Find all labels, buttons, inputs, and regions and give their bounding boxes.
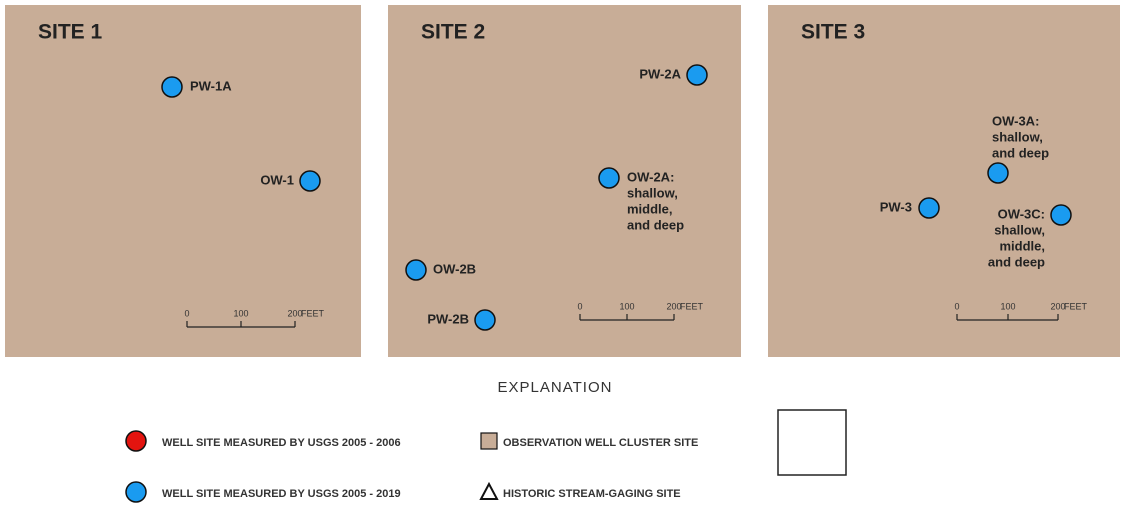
legend-triangle xyxy=(479,481,499,500)
scale-label: 200 xyxy=(666,301,681,311)
well-marker xyxy=(405,259,427,281)
site-panel xyxy=(768,5,1120,357)
legend-tan-square xyxy=(480,432,498,450)
legend-label: WELL SITE MEASURED BY USGS 2005 - 2006 xyxy=(162,437,401,449)
legend-label: HISTORIC STREAM-GAGING SITE xyxy=(503,488,681,500)
well-marker xyxy=(686,64,708,86)
well-label: and deep xyxy=(988,254,1045,269)
well-label: and deep xyxy=(992,145,1049,160)
scale-unit: FEET xyxy=(1064,301,1088,311)
legend-blue-dot xyxy=(125,481,147,503)
well-label: shallow, xyxy=(994,222,1045,237)
well-marker xyxy=(598,167,620,189)
legend-label: WELL SITE MEASURED BY USGS 2005 - 2019 xyxy=(162,488,401,500)
well-label: OW-3C: xyxy=(998,206,1045,221)
scale-label: 200 xyxy=(1050,301,1065,311)
well-label: PW-3 xyxy=(880,199,912,214)
well-marker xyxy=(299,170,321,192)
well-marker xyxy=(474,309,496,331)
scale-label: 0 xyxy=(954,301,959,311)
well-label: middle, xyxy=(627,201,673,216)
well-label: OW-2B xyxy=(433,261,476,276)
well-marker xyxy=(161,76,183,98)
well-label: shallow, xyxy=(627,185,678,200)
site-title: SITE 3 xyxy=(801,21,865,44)
scale-unit: FEET xyxy=(680,301,704,311)
scale-label: 100 xyxy=(1000,301,1015,311)
well-label: and deep xyxy=(627,217,684,232)
well-label: middle, xyxy=(999,238,1045,253)
site-title: SITE 1 xyxy=(38,21,103,44)
well-label: OW-2A: xyxy=(627,169,674,184)
site-title: SITE 2 xyxy=(421,21,485,44)
well-marker xyxy=(918,197,940,219)
scale-label: 100 xyxy=(619,301,634,311)
empty-box xyxy=(777,409,847,476)
legend-label: OBSERVATION WELL CLUSTER SITE xyxy=(503,437,698,449)
well-label: OW-1 xyxy=(260,172,294,187)
well-marker xyxy=(987,162,1009,184)
scale-label: 0 xyxy=(184,308,189,318)
legend-red-dot xyxy=(125,430,147,452)
well-label: OW-3A: xyxy=(992,113,1039,128)
scale-unit: FEET xyxy=(301,308,325,318)
scale-label: 0 xyxy=(577,301,582,311)
well-label: PW-2B xyxy=(427,311,469,326)
explanation-title: EXPLANATION xyxy=(498,379,613,396)
well-label: PW-1A xyxy=(190,78,232,93)
well-marker xyxy=(1050,204,1072,226)
well-label: PW-2A xyxy=(639,66,681,81)
site-panel xyxy=(388,5,741,357)
scale-label: 200 xyxy=(287,308,302,318)
scale-label: 100 xyxy=(233,308,248,318)
well-label: shallow, xyxy=(992,129,1043,144)
